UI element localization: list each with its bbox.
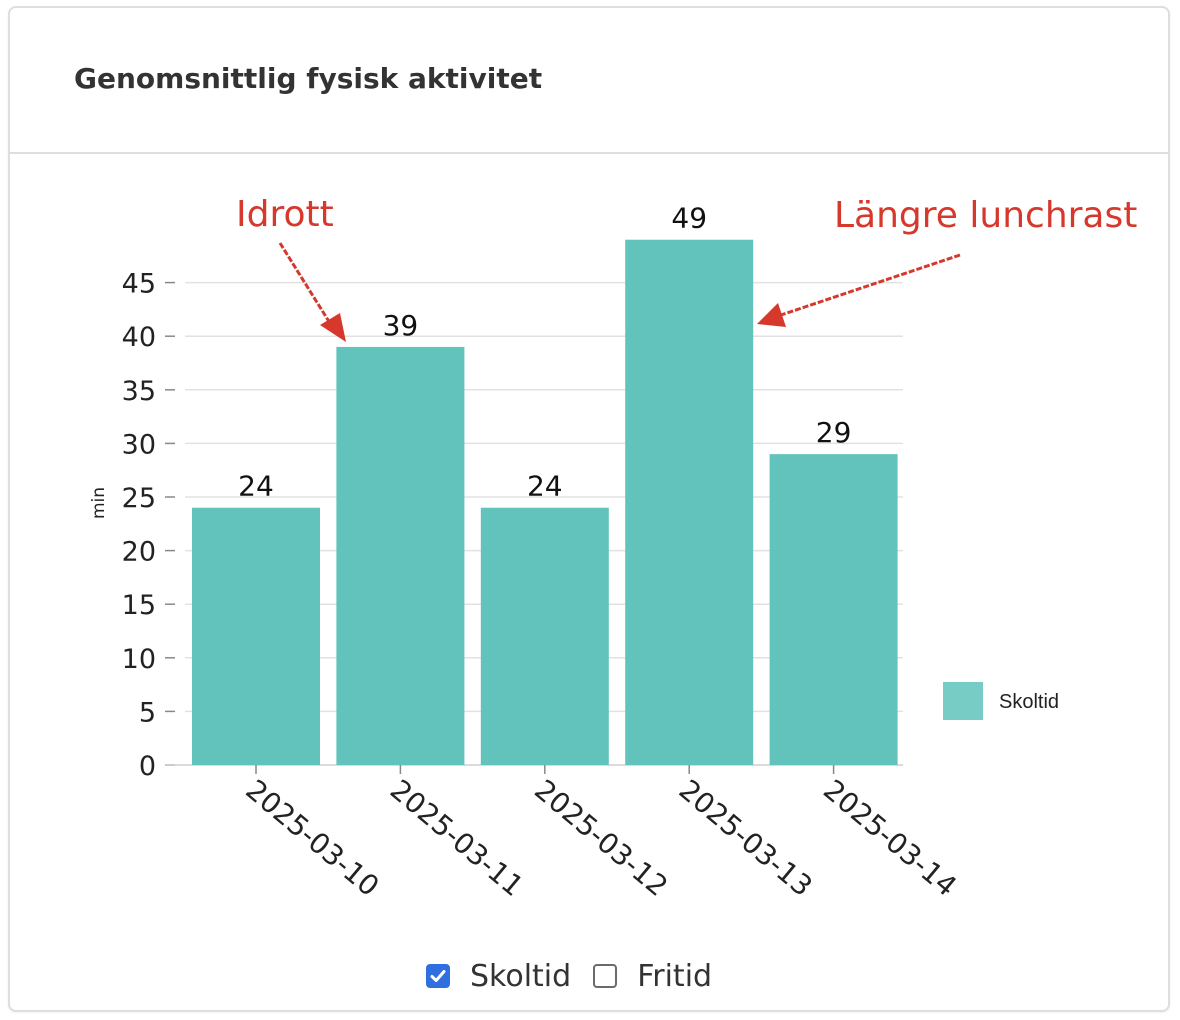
- data-label: 39: [383, 309, 419, 342]
- annotation-idrott: Idrott: [236, 194, 334, 235]
- skoltid-checkbox[interactable]: [426, 964, 450, 988]
- data-label: 24: [238, 470, 274, 503]
- y-tick-label: 10: [122, 644, 156, 675]
- annotation-arrowhead-lunchrast: [757, 303, 786, 327]
- data-label: 49: [671, 202, 707, 235]
- annotation-langre-lunchrast: Längre lunchrast: [834, 195, 1137, 236]
- y-tick-label: 30: [122, 429, 156, 460]
- bar: [480, 507, 609, 765]
- legend-label: Skoltid: [999, 691, 1059, 713]
- y-tick-label: 25: [122, 483, 156, 514]
- legend-swatch: [943, 682, 983, 720]
- data-label: 29: [816, 416, 852, 449]
- y-tick-label: 40: [122, 322, 156, 353]
- checkmark-icon: [430, 970, 446, 982]
- toggle-label-fritid: Fritid: [637, 958, 713, 994]
- y-tick-label: 5: [139, 697, 156, 728]
- toggle-label-skoltid: Skoltid: [470, 958, 572, 994]
- series-toggles: Skoltid Fritid: [426, 956, 734, 996]
- card-title: Genomsnittlig fysisk aktivitet: [74, 62, 543, 95]
- bar: [192, 507, 320, 765]
- y-tick-label: 0: [139, 751, 156, 782]
- x-tick-label: 2025-03-13: [673, 773, 819, 903]
- annotation-arrow-idrott: [278, 242, 335, 329]
- bar-chart: 0 5 10 15 20 25 30 35 40 45 min 24 2025-03-10 39 2025-…: [89, 194, 1137, 903]
- toggle-fritid[interactable]: Fritid: [593, 959, 712, 994]
- y-axis-label: min: [89, 487, 109, 519]
- bar: [769, 454, 898, 765]
- x-tick-label: 2025-03-11: [384, 773, 530, 903]
- fritid-checkbox[interactable]: [593, 964, 618, 988]
- y-tick-label: 45: [122, 269, 156, 300]
- x-tick-label: 2025-03-10: [240, 773, 386, 903]
- toggle-skoltid[interactable]: Skoltid: [426, 959, 571, 994]
- x-tick-label: 2025-03-14: [817, 773, 963, 903]
- y-tick-label: 35: [122, 376, 156, 407]
- card-header: Genomsnittlig fysisk aktivitet: [10, 8, 1168, 154]
- annotation-arrow-lunchrast: [777, 253, 961, 318]
- data-label: 24: [527, 470, 563, 503]
- bar: [336, 346, 465, 765]
- y-tick-label: 20: [122, 537, 156, 568]
- bar: [625, 239, 754, 766]
- x-tick-label: 2025-03-12: [528, 773, 674, 903]
- annotation-arrowhead-idrott: [320, 313, 346, 342]
- y-tick-label: 15: [122, 590, 156, 621]
